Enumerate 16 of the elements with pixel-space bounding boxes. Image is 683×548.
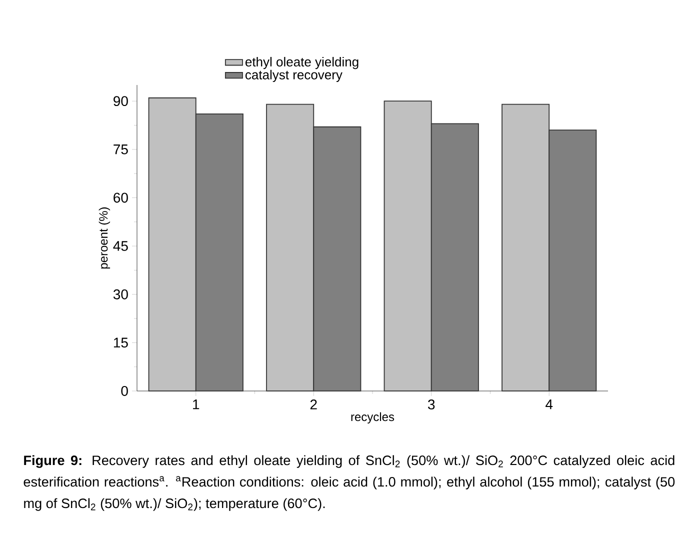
y-tick-label: 60 bbox=[114, 192, 128, 203]
legend-label: ethyl oleate yielding bbox=[246, 56, 358, 70]
x-tick-label: 2 bbox=[310, 400, 317, 410]
text: Figure 9: Recovery rates and ethyl oleate yielding of SnCl$_{2}$ (50% wt.)/ SiO$_{2}$ 200°C catalyzed oleic acid esterification reactions$^{a}$. $^{a}$Reaction conditions: oleic acid (1.0 mmol); ethyl alcohol (155 mmol); catalyst (50 mg of SnCl$_{2}$ (50% wt.)/ SiO$_{2}$); temperature (60°C). bbox=[24, 455, 675, 511]
y-tick-label: 0 bbox=[121, 386, 128, 396]
x-tick-label: 3 bbox=[428, 400, 435, 410]
y-tick-label: 30 bbox=[113, 289, 128, 300]
legend-label: catalyst recovery bbox=[246, 70, 342, 82]
y-tick-label: 15 bbox=[114, 338, 128, 348]
x-tick-label: 1 bbox=[193, 400, 200, 410]
y-tick-label: 90 bbox=[114, 96, 128, 106]
y-axis-title: peroent (%) bbox=[98, 207, 110, 269]
x-axis-title: recycles bbox=[351, 412, 394, 424]
y-tick-label: 45 bbox=[113, 241, 128, 251]
x-tick-label: 4 bbox=[546, 400, 553, 410]
y-tick-label: 75 bbox=[114, 144, 128, 154]
